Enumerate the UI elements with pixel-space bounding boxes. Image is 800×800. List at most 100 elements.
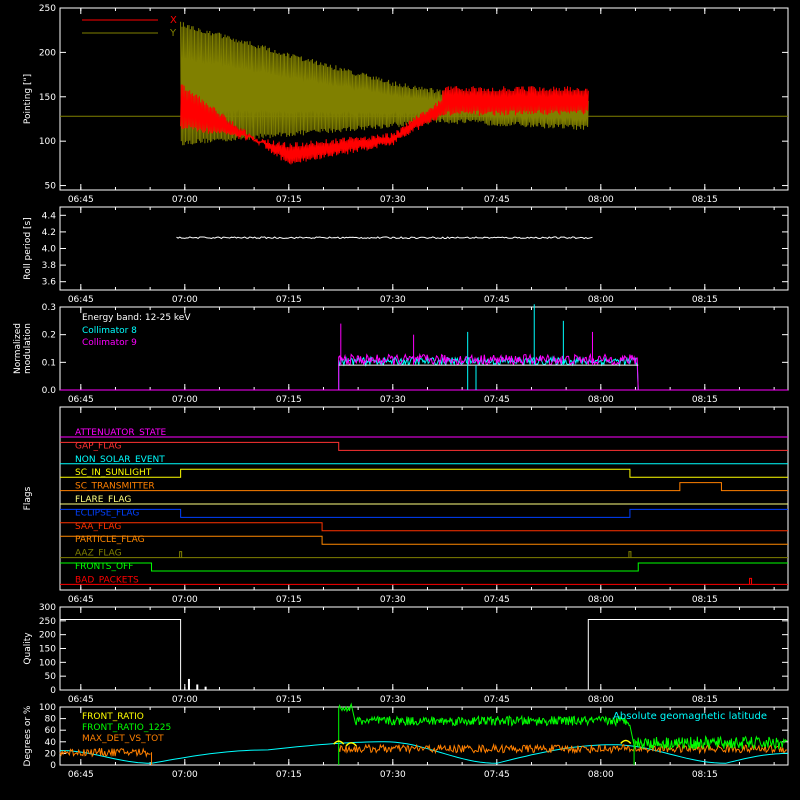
y-tick-label: 0.3 <box>42 303 56 313</box>
x-tick-label: 08:00 <box>588 395 614 405</box>
x-tick-label: 07:30 <box>380 770 406 780</box>
x-tick-label: 07:45 <box>484 195 510 205</box>
y-axis-label: Degrees or % <box>23 705 33 766</box>
x-tick-label: 07:45 <box>484 595 510 605</box>
series-collimator-9 <box>338 352 639 391</box>
x-tick-label: 06:45 <box>68 395 94 405</box>
legend-label: Absolute geomagnetic latitude <box>613 711 767 722</box>
x-tick-label: 07:00 <box>172 395 198 405</box>
flag-pulse <box>179 551 183 558</box>
series-front-ratio <box>345 742 357 747</box>
x-tick-label: 07:15 <box>276 395 302 405</box>
series-geomagnetic-latitude <box>59 741 788 764</box>
y-tick-label: 4.2 <box>42 228 56 238</box>
y-tick-label: 3.8 <box>42 261 57 271</box>
flag-pulse <box>628 551 632 558</box>
x-tick-label: 08:00 <box>588 195 614 205</box>
y-tick-label: 200 <box>39 631 56 641</box>
x-tick-label: 07:00 <box>172 595 198 605</box>
legend-label: Y <box>169 28 177 39</box>
series-front-ratio <box>333 740 345 745</box>
flag-line-eclipse-flag <box>60 508 788 518</box>
plot-frame <box>59 206 789 291</box>
series-x <box>180 84 589 165</box>
flag-label: SAA_FLAG <box>75 522 121 532</box>
y-axis-label: Normalized <box>13 323 23 374</box>
series-y <box>180 21 589 146</box>
y-tick-label: 100 <box>39 658 56 668</box>
flag-label: ECLIPSE_FLAG <box>75 508 139 518</box>
y-tick-label: 250 <box>39 4 56 14</box>
x-tick-label: 08:15 <box>692 770 718 780</box>
x-tick-label: 07:15 <box>276 595 302 605</box>
legend-label: MAX_DET_VS_TOT <box>82 734 164 744</box>
x-tick-label: 07:00 <box>172 295 198 305</box>
x-tick-label: 08:15 <box>692 395 718 405</box>
y-tick-label: 100 <box>39 703 56 713</box>
plot-frame <box>59 406 789 591</box>
x-tick-label: 07:15 <box>276 695 302 705</box>
y-tick-label: 80 <box>45 715 57 725</box>
y-tick-label: 200 <box>39 48 56 58</box>
series-front-ratio <box>620 739 632 745</box>
y-tick-label: 150 <box>39 93 56 103</box>
y-tick-label: 50 <box>45 182 57 192</box>
legend-label: X <box>170 15 177 26</box>
y-tick-label: 50 <box>45 672 57 682</box>
flag-line-sc-in-sunlight <box>60 468 788 478</box>
x-tick-label: 08:00 <box>588 770 614 780</box>
x-tick-label: 08:15 <box>692 595 718 605</box>
flag-pulse <box>749 577 753 585</box>
y-tick-label: 0 <box>50 761 56 771</box>
legend-label: FRONT_RATIO <box>82 712 144 722</box>
y-axis-label: Roll period [s] <box>23 217 33 279</box>
plot-frame <box>59 7 789 191</box>
y-axis-label: modulation <box>23 323 33 374</box>
plot-frame <box>59 706 789 766</box>
x-tick-label: 08:15 <box>692 195 718 205</box>
x-tick-label: 06:45 <box>68 695 94 705</box>
x-tick-label: 07:45 <box>484 295 510 305</box>
panel-flags: 06:45 07:00 07:15 07:30 07:45 08:00 08:15 Flags… <box>23 406 789 605</box>
flag-line-saa-flag <box>60 522 788 532</box>
flag-label: ATTENUATOR_STATE <box>75 428 167 438</box>
x-tick-label: 08:15 <box>692 695 718 705</box>
panel-ratios: 06:45 07:00 07:15 07:30 07:45 08:00 08:15 0 2040… <box>23 702 789 780</box>
flag-label: FLARE_FLAG <box>75 495 131 505</box>
x-tick-label: 07:00 <box>172 770 198 780</box>
flag-label: NON_SOLAR_EVENT <box>75 455 165 465</box>
y-axis-label: Quality <box>23 632 33 665</box>
series-collimator-8 <box>338 355 639 391</box>
y-tick-label: 100 <box>39 137 56 147</box>
y-tick-label: 300 <box>39 603 56 613</box>
y-tick-label: 0.0 <box>42 386 57 396</box>
flag-label: GAP_FLAG <box>75 441 121 451</box>
x-tick-label: 07:15 <box>276 195 302 205</box>
x-tick-label: 07:30 <box>380 195 406 205</box>
x-tick-label: 07:30 <box>380 395 406 405</box>
y-tick-label: 150 <box>39 645 56 655</box>
x-tick-label: 06:45 <box>68 770 94 780</box>
flag-label: AAZ_FLAG <box>75 549 122 559</box>
flag-line-sc-transmitter <box>60 482 788 492</box>
series-roll <box>176 236 593 240</box>
x-tick-label: 07:15 <box>276 770 302 780</box>
x-tick-label: 07:45 <box>484 695 510 705</box>
flag-label: SC_TRANSMITTER <box>75 482 155 492</box>
flag-label: BAD_PACKETS <box>75 575 139 585</box>
x-tick-label: 07:15 <box>276 295 302 305</box>
flag-label: SC_IN_SUNLIGHT <box>75 468 152 478</box>
x-tick-label: 07:00 <box>172 695 198 705</box>
flag-line-fronts-off <box>60 562 788 572</box>
x-tick-label: 06:45 <box>68 595 94 605</box>
y-tick-label: 40 <box>45 738 57 748</box>
x-tick-label: 07:45 <box>484 770 510 780</box>
x-tick-label: 08:00 <box>588 295 614 305</box>
x-tick-label: 07:30 <box>380 595 406 605</box>
x-tick-label: 07:30 <box>380 695 406 705</box>
flag-line-particle-flag <box>60 535 788 545</box>
x-tick-label: 06:45 <box>68 195 94 205</box>
panel-roll: 06:45 07:00 07:15 07:30 07:45 08:00 08:15 3.6 3.… <box>23 206 789 305</box>
x-tick-label: 08:00 <box>588 595 614 605</box>
